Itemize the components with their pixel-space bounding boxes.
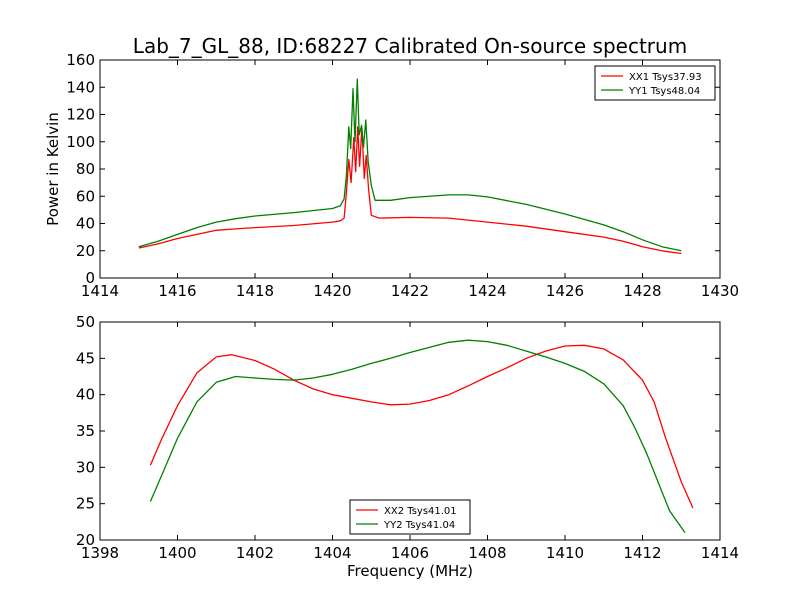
- legend-label: YY1 Tsys48.04: [628, 86, 700, 97]
- y-tick-label: 160: [66, 51, 95, 69]
- x-tick-label: 1410: [546, 544, 584, 562]
- figure-title: Lab_7_GL_88, ID:68227 Calibrated On-sour…: [133, 34, 687, 58]
- legend-box: [594, 65, 716, 101]
- legend: XX1 Tsys37.93 YY1 Tsys48.04: [594, 65, 716, 101]
- x-tick-label: 1412: [623, 544, 661, 562]
- y-tick-label: 20: [76, 531, 95, 549]
- legend-label: YY2 Tsys41.04: [383, 520, 455, 531]
- y-tick-label: 30: [76, 458, 95, 476]
- x-tick-label: 1430: [701, 282, 739, 300]
- y-tick-label: 50: [76, 313, 95, 331]
- x-tick-label: 1408: [468, 544, 506, 562]
- series-line-2-2: [149, 339, 686, 534]
- x-tick-label: 1422: [391, 282, 429, 300]
- series-line-1-1: [138, 126, 682, 255]
- x-axis-label: Frequency (MHz): [347, 562, 473, 580]
- y-tick-label: 0: [85, 269, 95, 287]
- x-tick-label: 1428: [623, 282, 661, 300]
- x-tick-label: 1418: [236, 282, 274, 300]
- legend-label: XX1 Tsys37.93: [629, 72, 702, 83]
- x-tick-label: 1414: [81, 282, 119, 300]
- x-tick-label: 1416: [158, 282, 196, 300]
- y-tick-label: 35: [76, 422, 95, 440]
- y-tick-label: 80: [76, 160, 95, 178]
- y-tick-label: 60: [76, 187, 95, 205]
- y-tick-label: 40: [76, 386, 95, 404]
- y-tick-label: 100: [66, 133, 95, 151]
- subplot-2: 1398 1400 1402 1404 1406 1408 1410 1412 1414 20 25…: [76, 313, 739, 580]
- x-tick-label: 1420: [313, 282, 351, 300]
- y-tick-label: 140: [66, 78, 95, 96]
- x-tick-label: 1426: [546, 282, 584, 300]
- series-line-1-2: [138, 78, 682, 252]
- y-tick-label: 120: [66, 106, 95, 124]
- x-tick-label: 1404: [313, 544, 351, 562]
- legend: XX2 Tsys41.01 YY2 Tsys41.04: [349, 499, 471, 535]
- axes-layer: 1414 1416 1418 1420 1422 1424 1426 1428 1430 0 20 4…: [44, 51, 739, 580]
- legend-box: [349, 499, 471, 535]
- subplot-1: 1414 1416 1418 1420 1422 1424 1426 1428 1430 0 20 4…: [44, 51, 739, 300]
- y-tick-label: 20: [76, 242, 95, 260]
- y-tick-label: 45: [76, 349, 95, 367]
- y-axis-label: Power in Kelvin: [44, 112, 62, 226]
- x-tick-label: 1414: [701, 544, 739, 562]
- legend-label: XX2 Tsys41.01: [384, 506, 457, 517]
- x-tick-label: 1400: [158, 544, 196, 562]
- x-tick-label: 1402: [236, 544, 274, 562]
- x-tick-label: 1406: [391, 544, 429, 562]
- y-tick-label: 40: [76, 215, 95, 233]
- series-line-2-1: [149, 344, 694, 509]
- y-tick-label: 25: [76, 495, 95, 513]
- x-tick-label: 1398: [81, 544, 119, 562]
- x-tick-label: 1424: [468, 282, 506, 300]
